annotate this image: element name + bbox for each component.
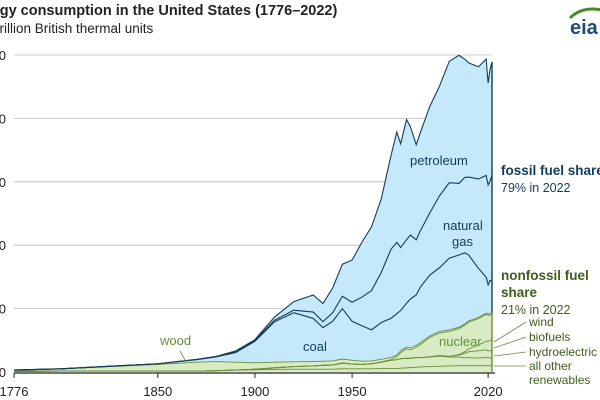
series-line-petroleum xyxy=(13,54,493,371)
label-hydroelectric: hydroelectric xyxy=(529,345,597,359)
label-fossil-share-value: 79% in 2022 xyxy=(501,181,571,195)
area-layer xyxy=(14,55,492,372)
series-line-nuclear xyxy=(13,313,493,372)
label-all-other-renewables-2: renewables xyxy=(529,373,590,387)
eia-logo-icon: eia xyxy=(568,7,600,38)
label-coal: coal xyxy=(303,339,327,354)
biofuels-leader-line xyxy=(493,336,527,349)
label-nonfossil-share-2: share xyxy=(501,285,538,300)
label-natural-gas-2: gas xyxy=(452,234,473,249)
chart-subtitle: drillion British thermal units xyxy=(0,21,154,36)
y-tick-label-40: 0 xyxy=(0,238,6,253)
y-tick-label-80: 0 xyxy=(0,111,6,126)
y-tick-label-100: 0 xyxy=(0,48,6,63)
label-wind: wind xyxy=(528,315,554,329)
wood-leader-line xyxy=(179,350,187,363)
chart-title: ergy consumption in the United States (1… xyxy=(0,3,338,19)
x-tick-label-1776: 1776 xyxy=(0,384,28,399)
tick-layer: 0 0 0 0 0 0 1776 1850 1900 1950 2020 xyxy=(0,48,503,399)
area-fossil xyxy=(14,55,492,371)
label-all-other-renewables-1: all other xyxy=(529,359,572,373)
label-petroleum: petroleum xyxy=(410,153,468,168)
wind-leader-line xyxy=(493,321,527,343)
line-layer xyxy=(13,54,493,372)
hydroelectric-leader-line xyxy=(493,351,527,357)
label-fossil-share: fossil fuel share xyxy=(501,163,600,178)
label-natural-gas-1: natural xyxy=(443,218,483,233)
label-wood: wood xyxy=(159,333,191,348)
y-tick-label-20: 0 xyxy=(0,302,6,317)
x-tick-label-2020: 2020 xyxy=(474,384,503,399)
x-tick-label-1850: 1850 xyxy=(143,384,172,399)
eia-logo-text: eia xyxy=(570,17,599,38)
label-layer: petroleum natural gas coal wood nuclear … xyxy=(159,153,600,387)
series-line-wood xyxy=(13,312,493,371)
label-nonfossil-share-1: nonfossil fuel xyxy=(501,268,589,283)
series-line-coal xyxy=(13,252,493,371)
y-tick-label-0: 0 xyxy=(0,365,6,380)
y-tick-label-60: 0 xyxy=(0,175,6,190)
eia-logo-leaf-icon xyxy=(568,7,600,20)
label-biofuels: biofuels xyxy=(529,330,570,344)
x-tick-label-1900: 1900 xyxy=(240,384,269,399)
label-nonfossil-share-value: 21% in 2022 xyxy=(501,303,571,317)
x-tick-label-1950: 1950 xyxy=(338,384,367,399)
label-nuclear: nuclear xyxy=(439,334,482,349)
